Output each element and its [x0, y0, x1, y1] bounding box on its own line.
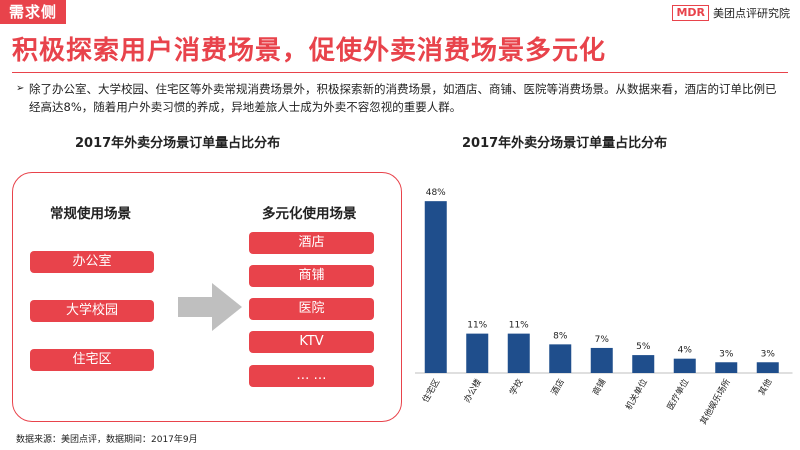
bar	[466, 333, 489, 373]
diverse-scene-item: 酒店	[249, 232, 374, 254]
diverse-scene-item: 商铺	[249, 265, 374, 287]
category-label: 其他娱乐场所	[698, 377, 733, 427]
data-label: 5%	[636, 342, 651, 352]
scene-panel	[12, 172, 402, 422]
title-divider	[12, 72, 788, 73]
data-label: 3%	[719, 349, 734, 359]
section-tag: 需求侧	[0, 0, 66, 24]
logo-text: 美团点评研究院	[713, 7, 790, 20]
diverse-scenes-heading: 多元化使用场景	[262, 206, 357, 222]
data-label: 48%	[426, 188, 446, 198]
diverse-scene-item: … …	[249, 365, 374, 387]
category-label: 酒店	[549, 377, 567, 398]
regular-scenes-heading: 常规使用场景	[50, 206, 131, 222]
bar	[424, 201, 447, 373]
category-label: 医疗单位	[665, 377, 692, 412]
diverse-scene-item: KTV	[249, 331, 374, 353]
category-label: 商铺	[590, 377, 608, 398]
category-label: 机关单位	[623, 377, 650, 412]
bar	[673, 358, 696, 373]
bar	[549, 344, 572, 373]
right-arrow-icon	[178, 283, 242, 331]
data-label: 8%	[553, 331, 568, 341]
data-label: 7%	[595, 335, 610, 345]
description: ➢ 除了办公室、大学校园、住宅区等外卖常规消费场景外，积极探索新的消费场景，如酒…	[16, 80, 786, 116]
category-label: 其他	[756, 377, 774, 398]
data-label: 11%	[509, 321, 529, 331]
left-panel-title: 2017年外卖分场景订单量占比分布	[75, 136, 281, 151]
bar	[632, 355, 655, 373]
brand-logo: MDR 美团点评研究院	[672, 5, 790, 21]
regular-scene-item: 办公室	[30, 251, 154, 273]
bar	[756, 362, 779, 373]
regular-scene-item: 住宅区	[30, 349, 154, 371]
description-text: 除了办公室、大学校园、住宅区等外卖常规消费场景外，积极探索新的消费场景，如酒店、…	[29, 82, 777, 114]
diverse-scene-item: 医院	[249, 298, 374, 320]
data-source-note: 数据来源：美团点评，数据期间：2017年9月	[16, 435, 198, 445]
category-label: 学校	[507, 377, 525, 398]
bar	[590, 347, 613, 373]
logo-mark: MDR	[672, 5, 709, 21]
category-label: 住宅区	[420, 377, 443, 405]
data-label: 11%	[467, 321, 487, 331]
bar	[507, 333, 530, 373]
bullet-arrow-icon: ➢	[16, 83, 25, 94]
data-label: 4%	[678, 346, 693, 356]
chart-title: 2017年外卖分场景订单量占比分布	[462, 136, 668, 151]
page-title: 积极探索用户消费场景，促使外卖消费场景多元化	[12, 36, 607, 66]
bar	[715, 362, 738, 373]
regular-scene-item: 大学校园	[30, 300, 154, 322]
category-label: 办公楼	[462, 377, 485, 405]
bar-chart: 48% 住宅区 11% 办公楼 11% 学校 8% 酒店 7% 商铺 5% 机关单位 4% 医疗单位 3% 其…	[415, 188, 793, 427]
data-label: 3%	[761, 349, 776, 359]
